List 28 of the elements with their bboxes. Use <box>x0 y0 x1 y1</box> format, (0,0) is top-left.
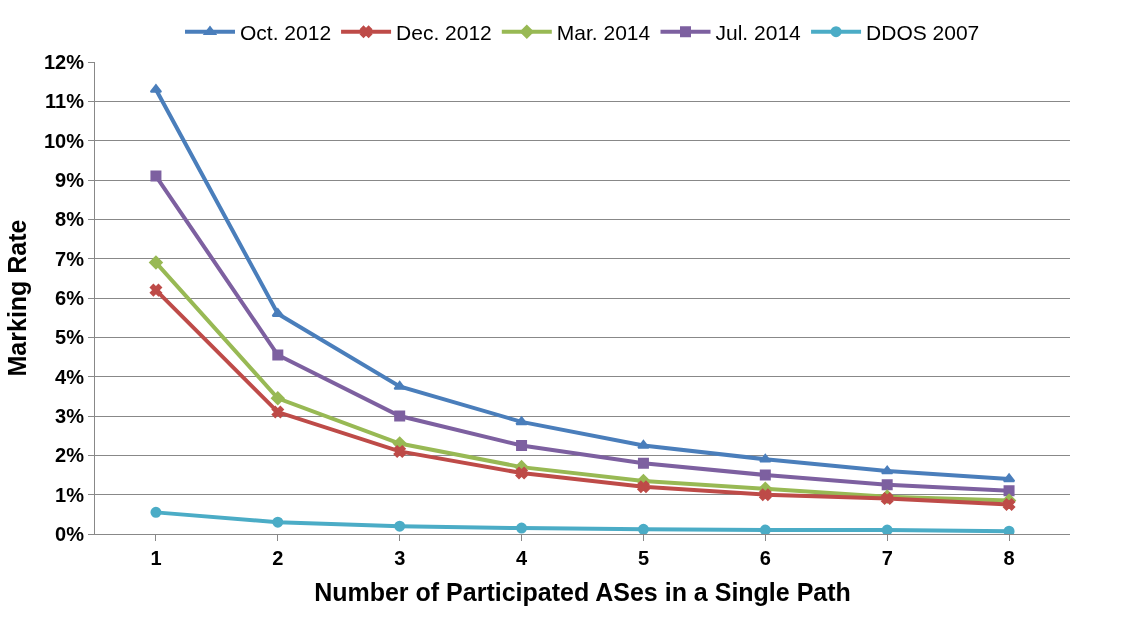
x-tick-label: 4 <box>516 547 528 569</box>
y-tick-label: 6% <box>55 287 85 309</box>
y-tick-label: 5% <box>55 326 85 349</box>
x-tick-label: 7 <box>881 547 893 569</box>
legend-label: Dec. 2012 <box>396 20 492 44</box>
y-tick-label: 4% <box>55 365 85 388</box>
y-tick-label: 0% <box>55 523 85 545</box>
y-axis-title: Marking Rate <box>2 219 31 377</box>
x-tick-label: 2 <box>272 547 284 569</box>
y-tick-label: 1% <box>55 483 85 506</box>
x-tick-label: 8 <box>1003 547 1015 569</box>
legend-label: Mar. 2014 <box>556 20 651 44</box>
y-tick-label: 12% <box>43 51 85 73</box>
y-tick-label: 2% <box>55 444 85 467</box>
legend-label: Jul. 2014 <box>715 20 802 44</box>
x-tick-label: 5 <box>637 547 649 569</box>
y-tick-label: 9% <box>55 169 85 191</box>
x-tick-label: 6 <box>759 547 771 569</box>
x-tick-label: 1 <box>150 547 162 569</box>
y-tick-label: 3% <box>55 405 85 427</box>
x-axis-title: Number of Participated ASes in a Single Path <box>314 578 851 606</box>
y-tick-label: 8% <box>55 208 85 231</box>
legend-label: DDOS 2007 <box>866 20 980 44</box>
y-tick-label: 7% <box>55 247 85 270</box>
y-tick-label: 10% <box>43 129 85 152</box>
y-tick-label: 11% <box>45 90 85 113</box>
x-tick-label: 3 <box>394 547 406 569</box>
legend-label: Oct. 2012 <box>240 20 332 44</box>
